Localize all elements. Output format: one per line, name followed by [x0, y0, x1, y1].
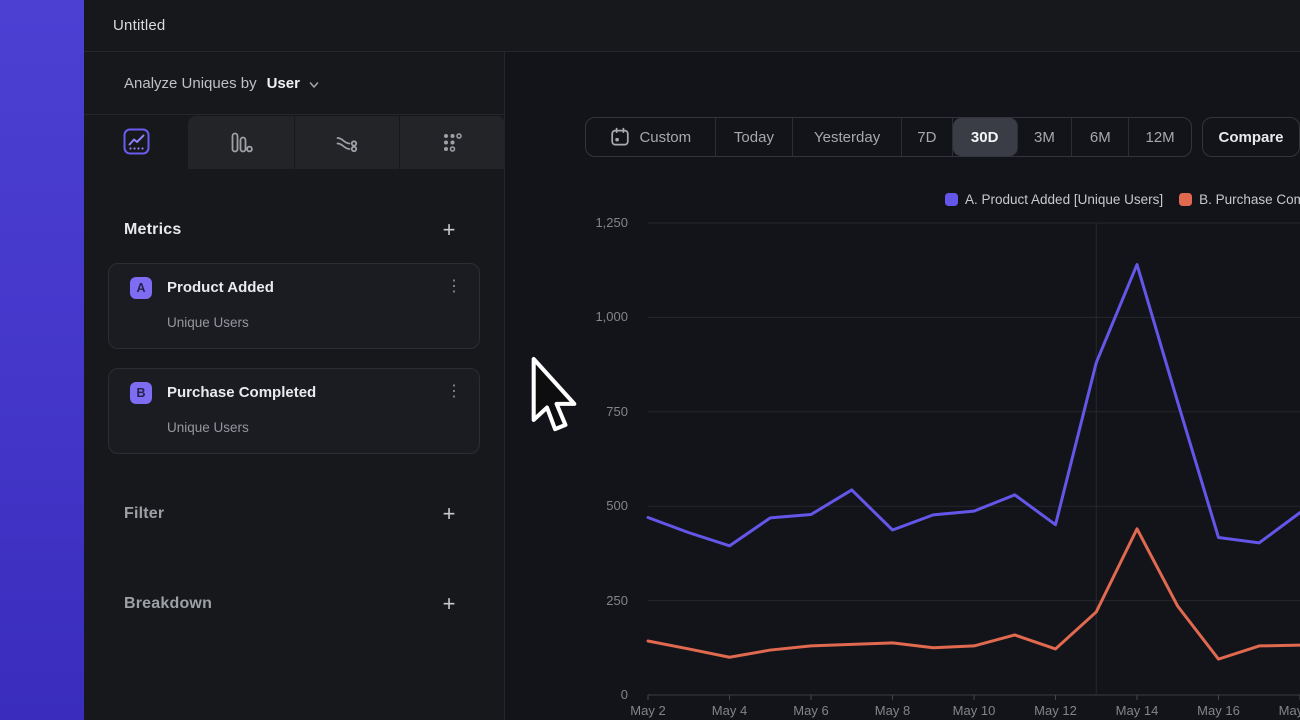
- metric-title: Product Added: [167, 279, 274, 296]
- filter-heading: Filter: [124, 505, 164, 523]
- chart-panel: Custom Today Yesterday 7D 30D 3M 6M 12M …: [505, 52, 1300, 720]
- filter-section-header: Filter +: [124, 502, 459, 526]
- analyze-header: Analyze Uniques by User: [84, 52, 505, 115]
- add-filter-button[interactable]: +: [439, 504, 459, 524]
- line-chart-icon: [123, 128, 150, 155]
- report-title[interactable]: Untitled: [113, 17, 165, 34]
- tab-grid[interactable]: [399, 116, 505, 169]
- analyze-prefix-label: Analyze Uniques by: [124, 75, 257, 92]
- breakdown-heading: Breakdown: [124, 595, 212, 613]
- chart-type-tabs: [84, 115, 505, 168]
- metric-menu-button[interactable]: ⋮: [443, 380, 465, 402]
- tab-bar-chart[interactable]: [188, 116, 294, 169]
- chart-type-tab-strip: [188, 116, 505, 169]
- query-builder-panel: Analyze Uniques by User: [84, 52, 505, 720]
- top-bar: Untitled: [84, 0, 1300, 52]
- tab-line-chart[interactable]: [84, 115, 188, 168]
- metrics-heading: Metrics: [124, 221, 181, 239]
- metric-title: Purchase Completed: [167, 384, 316, 401]
- metric-badge-b: B: [130, 382, 152, 404]
- metric-subtitle[interactable]: Unique Users: [167, 420, 249, 435]
- metrics-section-header: Metrics +: [124, 218, 459, 242]
- metric-badge-a: A: [130, 277, 152, 299]
- chart-plot[interactable]: [505, 52, 1300, 720]
- add-metric-button[interactable]: +: [439, 220, 459, 240]
- tab-flows[interactable]: [294, 116, 400, 169]
- chevron-down-icon[interactable]: [307, 78, 321, 92]
- metric-menu-button[interactable]: ⋮: [443, 275, 465, 297]
- analyze-entity-dropdown[interactable]: User: [267, 75, 300, 92]
- bar-chart-icon: [228, 130, 254, 156]
- add-breakdown-button[interactable]: +: [439, 594, 459, 614]
- metric-card-a[interactable]: A Product Added Unique Users ⋮: [108, 263, 480, 349]
- flows-icon: [334, 130, 360, 156]
- grid-dots-icon: [439, 130, 465, 156]
- breakdown-section-header: Breakdown +: [124, 592, 459, 616]
- metric-card-b[interactable]: B Purchase Completed Unique Users ⋮: [108, 368, 480, 454]
- desktop-gradient-strip: [0, 0, 84, 720]
- metric-subtitle[interactable]: Unique Users: [167, 315, 249, 330]
